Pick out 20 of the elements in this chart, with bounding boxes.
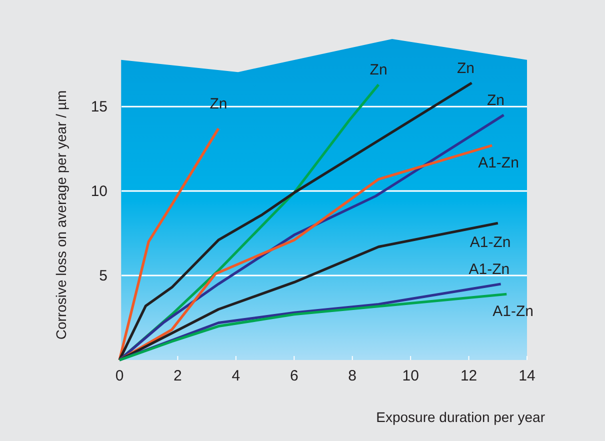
x-tick-label: 14 xyxy=(518,368,536,385)
x-tick-label: 12 xyxy=(460,368,478,385)
x-tick-label: 0 xyxy=(115,368,124,385)
y-axis-title: Corrosive loss on average per year / µm xyxy=(53,90,69,340)
x-axis-title: Exposure duration per year xyxy=(376,409,546,425)
y-tick-label: 15 xyxy=(90,98,108,116)
series-label: Zn xyxy=(370,62,388,79)
series-label: Zn xyxy=(486,92,504,110)
x-tick-label: 2 xyxy=(174,368,182,385)
series-label: A1-Zn xyxy=(468,260,510,278)
y-tick-label: 5 xyxy=(99,267,108,284)
x-tick-label: 8 xyxy=(348,368,357,385)
x-tick-label: 6 xyxy=(290,368,298,385)
series-label: Zn xyxy=(456,60,474,77)
series-label: A1-Zn xyxy=(478,154,519,172)
series-label: A1-Zn xyxy=(492,303,534,320)
x-tick-label: 4 xyxy=(232,368,240,385)
x-tick-label: 10 xyxy=(402,368,419,385)
y-tick-label: 10 xyxy=(90,182,108,200)
series-label: A1-Zn xyxy=(470,234,511,252)
